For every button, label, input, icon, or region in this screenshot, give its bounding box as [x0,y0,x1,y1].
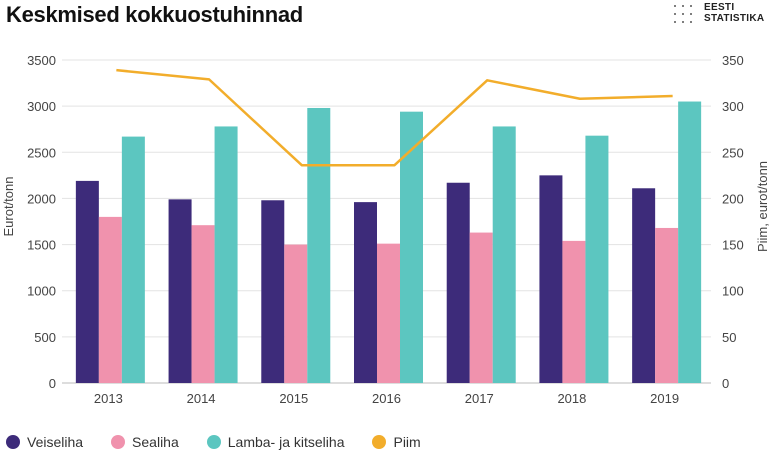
chart-title: Keskmised kokkuostuhinnad [6,2,303,27]
y-tick-label: 1000 [27,284,56,299]
y-tick-label: 2000 [27,191,56,206]
legend-label: Sealiha [132,434,179,450]
y-tick-label: 3500 [27,53,56,68]
logo-text-line1: EESTI [704,2,735,13]
bar-veiseliha-2013 [75,180,99,383]
eesti-statistika-logo: EESTI STATISTIKA [672,2,772,26]
legend-swatch-icon [206,435,221,449]
bar-sealiha-2016 [377,243,400,383]
legend-swatch-icon [372,435,387,449]
y2-tick-label: 200 [722,191,744,206]
x-tick-label: 2016 [372,391,401,406]
line-piim [116,68,673,167]
bar-veiseliha-2017 [446,182,470,383]
bar-sealiha-2018 [562,240,586,383]
bar-veiseliha-2015 [261,200,285,383]
bar-lamba-ja-kitseliha-2013 [121,136,145,383]
chart-legend: Veiseliha Sealiha Lamba- ja kitseliha Piim [6,432,449,452]
legend-item: Veiseliha [6,434,83,450]
x-tick-label: 2019 [650,391,679,406]
bar-sealiha-2013 [98,216,122,383]
y2-tick-label: 50 [722,330,736,345]
bar-lamba-ja-kitseliha-2018 [585,135,609,383]
y-axis-title: Eurot/tonn [1,177,16,237]
bar-veiseliha-2018 [539,175,563,383]
price-chart: 0 500 1000 1500 2000 2500 3000 3500 0 50 100 150 200… [1,53,770,406]
bar-lamba-ja-kitseliha-2015 [307,107,331,383]
x-tick-label: 2014 [187,391,216,406]
bar-lamba-ja-kitseliha-2019 [678,101,702,384]
y2-tick-label: 300 [722,99,744,114]
bar-veiseliha-2014 [168,199,192,383]
legend-swatch-icon [6,435,20,449]
bar-sealiha-2014 [191,225,215,383]
y2-axis-title: Piim, eurot/tonn [755,161,770,252]
y-tick-label: 1500 [27,238,56,253]
bar-veiseliha-2019 [632,188,656,383]
y-tick-label: 3000 [27,99,56,114]
logo-dots-icon [674,5,692,23]
bar-lamba-ja-kitseliha-2017 [492,126,516,384]
y2-tick-label: 0 [722,376,729,391]
x-tick-label: 2015 [279,391,308,406]
bar-sealiha-2017 [469,232,493,383]
bar-sealiha-2019 [655,227,679,383]
x-tick-label: 2018 [557,391,586,406]
y-tick-label: 0 [49,376,56,391]
bar-lamba-ja-kitseliha-2014 [214,126,238,384]
y2-tick-label: 250 [722,145,744,160]
legend-label: Piim [393,434,421,450]
logo-text-line2: STATISTIKA [704,13,765,24]
y2-tick-label: 100 [722,284,744,299]
bar-veiseliha-2016 [354,202,377,383]
bar-lamba-ja-kitseliha-2016 [400,111,423,384]
legend-swatch-icon [111,435,126,449]
y2-tick-label: 150 [722,238,744,253]
bar-sealiha-2015 [284,244,308,383]
legend-item: Lamba- ja kitseliha [206,434,345,450]
legend-label: Veiseliha [27,434,84,450]
y2-tick-label: 350 [722,53,744,68]
legend-item: Piim [372,434,421,450]
y-tick-label: 500 [34,330,56,345]
legend-label: Lamba- ja kitseliha [227,434,345,450]
y-tick-label: 2500 [27,145,56,160]
x-tick-label: 2017 [465,391,494,406]
legend-item: Sealiha [111,434,179,450]
x-tick-label: 2013 [94,391,123,406]
